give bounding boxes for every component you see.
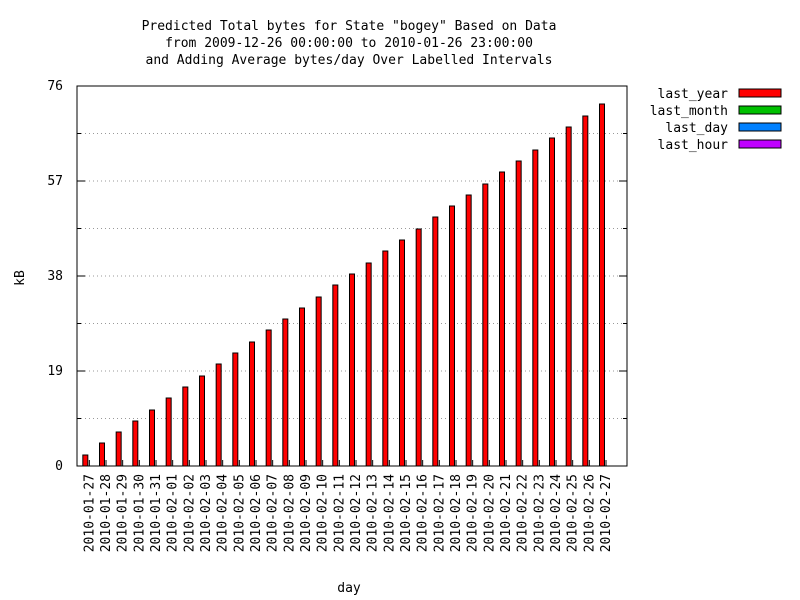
- x-tick-label: 2010-02-06: [249, 474, 264, 552]
- x-tick-label: 2010-02-22: [516, 474, 531, 552]
- bar: [415, 228, 422, 467]
- legend-label: last_month: [650, 104, 728, 119]
- bar: [565, 126, 572, 467]
- legend-swatch: [738, 139, 782, 149]
- x-tick-label: 2010-01-29: [116, 474, 131, 552]
- x-tick-label: 2010-02-04: [216, 474, 231, 552]
- bar: [432, 216, 439, 467]
- x-tick-label: 2010-02-08: [282, 474, 297, 552]
- x-tick-label: 2010-02-13: [366, 474, 381, 552]
- legend-label: last_hour: [658, 138, 729, 153]
- bar: [299, 307, 305, 467]
- y-tick-label: 57: [47, 174, 63, 189]
- legend-swatch: [738, 88, 782, 98]
- bar: [532, 149, 539, 467]
- bar: [582, 115, 589, 467]
- bar: [132, 420, 139, 467]
- x-tick-label: 2010-02-27: [599, 474, 614, 552]
- x-tick-label: 2010-02-09: [299, 474, 314, 552]
- legend-swatch: [738, 105, 782, 115]
- x-tick-label: 2010-02-25: [566, 474, 581, 552]
- y-tick-label: 38: [47, 269, 63, 284]
- chart-title: from 2009-12-26 00:00:00 to 2010-01-26 2…: [165, 36, 533, 51]
- bar: [349, 273, 355, 467]
- chart-title: Predicted Total bytes for State "bogey" …: [142, 19, 557, 34]
- x-tick-label: 2010-02-05: [232, 474, 247, 552]
- bar: [282, 318, 289, 467]
- x-tick-label: 2010-01-28: [99, 474, 114, 552]
- x-tick-label: 2010-02-12: [349, 474, 364, 552]
- bar: [499, 171, 505, 467]
- x-tick-label: 2010-02-17: [432, 474, 447, 552]
- bar: [599, 103, 605, 467]
- bar: [365, 262, 372, 467]
- x-tick-label: 2010-02-26: [582, 474, 597, 552]
- x-tick-label: 2010-02-03: [199, 474, 214, 552]
- x-tick-label: 2010-02-18: [449, 474, 464, 552]
- plot-border: [76, 85, 628, 467]
- legend-swatch: [738, 122, 782, 132]
- x-tick-label: 2010-01-30: [132, 474, 147, 552]
- bar: [332, 284, 339, 467]
- bar: [482, 183, 489, 467]
- legend-label: last_day: [665, 121, 728, 136]
- bar: [115, 431, 122, 467]
- x-tick-label: 2010-02-14: [382, 474, 397, 552]
- bar: [449, 205, 455, 467]
- bar: [165, 397, 172, 467]
- x-axis-label: day: [337, 581, 361, 596]
- bar: [515, 160, 522, 467]
- bar: [382, 250, 389, 467]
- x-tick-label: 2010-02-15: [399, 474, 414, 552]
- y-tick-label: 19: [47, 364, 63, 379]
- x-tick-label: 2010-02-01: [166, 474, 181, 552]
- x-tick-label: 2010-01-27: [82, 474, 97, 552]
- bar: [249, 341, 255, 467]
- x-tick-label: 2010-02-21: [499, 474, 514, 552]
- bar: [99, 442, 105, 467]
- bar: [265, 329, 272, 467]
- x-tick-label: 2010-01-31: [149, 474, 164, 552]
- bar: [182, 386, 189, 467]
- bar: [315, 296, 322, 467]
- bar: [215, 363, 222, 467]
- x-tick-label: 2010-02-20: [482, 474, 497, 552]
- bar: [199, 375, 205, 467]
- bar: [399, 239, 405, 467]
- x-tick-label: 2010-02-24: [549, 474, 564, 552]
- y-tick-label: 0: [55, 459, 63, 474]
- bar: [549, 137, 555, 467]
- y-axis-label: kB: [13, 270, 28, 286]
- x-tick-label: 2010-02-07: [266, 474, 281, 552]
- chart-title: and Adding Average bytes/day Over Labell…: [146, 53, 553, 68]
- x-tick-label: 2010-02-11: [332, 474, 347, 552]
- bar: [82, 454, 89, 467]
- x-tick-label: 2010-02-19: [466, 474, 481, 552]
- y-tick-label: 76: [47, 79, 63, 94]
- x-tick-label: 2010-02-16: [416, 474, 431, 552]
- bar: [465, 194, 472, 467]
- legend-label: last_year: [658, 87, 729, 102]
- x-tick-label: 2010-02-02: [182, 474, 197, 552]
- x-tick-label: 2010-02-10: [316, 474, 331, 552]
- x-tick-label: 2010-02-23: [532, 474, 547, 552]
- bar: [149, 409, 155, 467]
- bar: [232, 352, 239, 467]
